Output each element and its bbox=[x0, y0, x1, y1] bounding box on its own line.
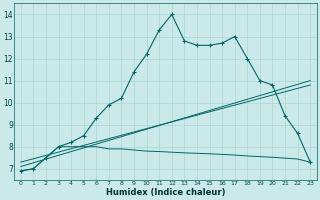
X-axis label: Humidex (Indice chaleur): Humidex (Indice chaleur) bbox=[106, 188, 225, 197]
